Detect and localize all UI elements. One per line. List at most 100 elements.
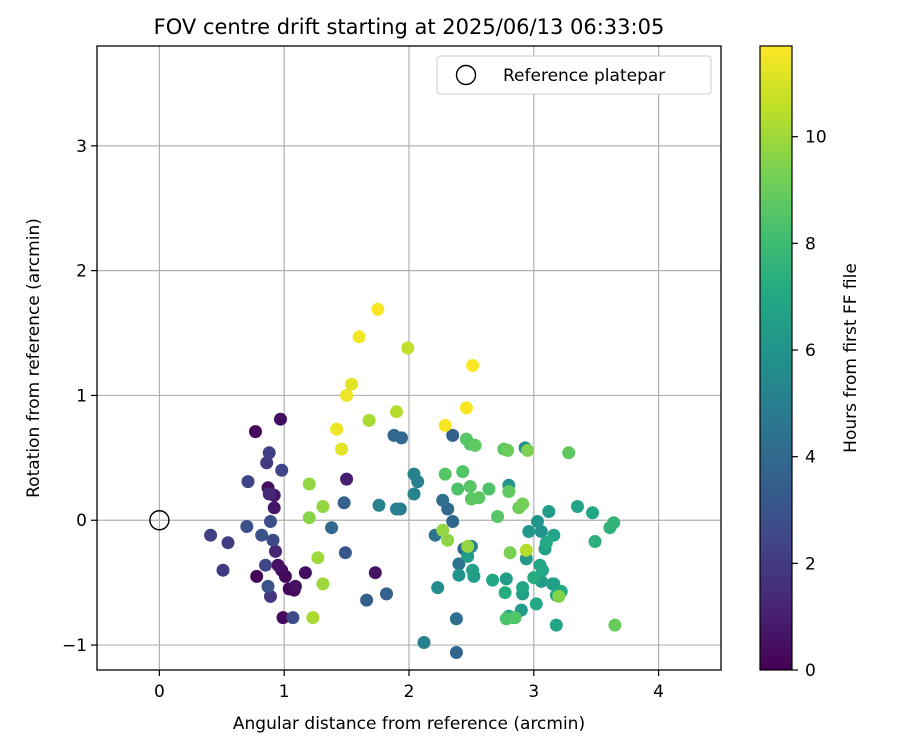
y-tick-label: 2 — [76, 262, 87, 282]
data-point — [390, 502, 403, 516]
data-point — [316, 500, 330, 513]
data-point — [499, 572, 513, 586]
x-tick-label: 3 — [528, 682, 539, 702]
x-tick-label: 0 — [154, 682, 165, 702]
data-point — [521, 443, 535, 457]
data-point — [549, 618, 563, 632]
data-point — [221, 536, 235, 550]
data-point — [250, 569, 264, 583]
data-point — [436, 523, 450, 537]
x-axis-ticks: 0 1 2 3 4 — [154, 670, 664, 702]
colorbar-tick-label: 10 — [805, 128, 827, 148]
data-point — [360, 593, 374, 607]
data-point — [249, 425, 262, 439]
data-point — [451, 482, 465, 496]
data-point — [449, 612, 463, 626]
data-point — [452, 568, 466, 582]
data-point — [482, 482, 496, 496]
data-point — [486, 573, 500, 587]
data-point — [529, 597, 543, 611]
data-point — [449, 646, 463, 659]
data-point — [472, 491, 486, 505]
data-point — [286, 611, 300, 625]
y-tick-label: 0 — [76, 511, 87, 531]
data-point — [519, 543, 533, 557]
data-point — [503, 546, 517, 560]
data-point — [498, 586, 512, 600]
data-point — [608, 618, 622, 632]
data-point — [204, 528, 218, 542]
data-point — [516, 497, 530, 511]
data-point — [607, 516, 621, 530]
data-points — [204, 302, 622, 659]
data-point — [552, 589, 566, 603]
legend-box — [436, 55, 712, 95]
data-point — [372, 498, 386, 512]
y-tick-label: 1 — [76, 386, 87, 406]
reference-platepar-marker — [149, 510, 170, 531]
data-point — [468, 438, 482, 452]
data-point — [380, 587, 393, 601]
data-point — [262, 446, 276, 460]
data-point — [338, 546, 352, 560]
data-point — [536, 563, 549, 577]
data-point — [461, 549, 475, 563]
data-point — [588, 535, 602, 548]
data-point — [335, 442, 349, 456]
data-point — [395, 431, 408, 445]
data-point — [276, 611, 290, 625]
grid-lines — [97, 46, 721, 670]
data-point — [337, 496, 351, 510]
data-point — [491, 510, 505, 523]
data-point — [441, 533, 455, 547]
data-point — [362, 413, 376, 427]
data-point — [261, 579, 275, 593]
data-point — [330, 422, 344, 436]
data-point — [275, 463, 289, 477]
data-point — [531, 515, 544, 528]
data-point — [407, 467, 421, 481]
data-point — [267, 501, 281, 515]
data-point — [352, 330, 366, 344]
data-point — [368, 566, 382, 580]
y-axis-label: Rotation from reference (arcmin) — [24, 218, 44, 498]
data-point — [216, 563, 230, 577]
data-point — [459, 401, 473, 415]
data-point — [401, 341, 415, 355]
data-point — [446, 515, 460, 528]
legend: Reference platepar — [436, 55, 712, 95]
data-point — [269, 544, 282, 558]
data-point — [259, 558, 272, 572]
data-point — [586, 506, 599, 520]
data-point — [431, 581, 445, 595]
data-point — [264, 589, 277, 603]
data-point — [438, 467, 452, 481]
data-point — [298, 566, 312, 580]
x-tick-label: 4 — [653, 682, 664, 702]
data-point — [271, 558, 285, 572]
data-point — [438, 418, 452, 432]
data-point — [466, 563, 480, 577]
data-point — [452, 557, 466, 571]
data-point — [436, 493, 450, 507]
data-point — [274, 412, 287, 426]
data-point — [266, 533, 280, 547]
colorbar-gradient — [759, 45, 793, 671]
data-point — [302, 511, 316, 525]
data-point — [539, 536, 553, 550]
data-point — [288, 579, 302, 593]
chart-title: FOV centre drift starting at 2025/06/13 … — [154, 15, 665, 39]
data-point — [534, 525, 548, 538]
legend-marker-icon — [455, 64, 477, 86]
reference-point — [149, 510, 170, 531]
data-point — [371, 302, 385, 316]
data-point — [240, 520, 254, 533]
data-point — [562, 446, 576, 460]
data-point — [260, 456, 274, 470]
colorbar-tick-label: 2 — [805, 554, 816, 574]
data-point — [306, 611, 320, 625]
data-point — [456, 465, 470, 479]
data-point — [446, 428, 460, 442]
data-point — [542, 505, 556, 518]
colorbar-tick-label: 6 — [805, 341, 816, 361]
